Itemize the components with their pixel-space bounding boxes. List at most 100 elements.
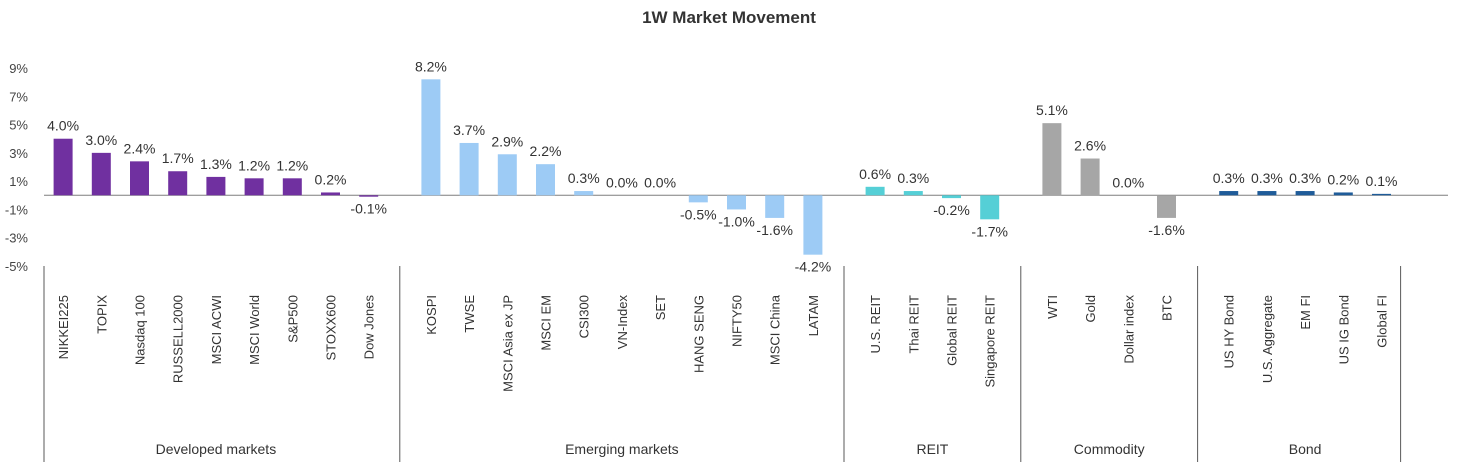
data-label: 1.2% bbox=[276, 157, 308, 173]
group-label: Emerging markets bbox=[565, 441, 679, 457]
category-label: S&P500 bbox=[285, 295, 300, 343]
bar bbox=[321, 192, 340, 196]
category-label: HANG SENG bbox=[691, 295, 706, 373]
data-label: 1.7% bbox=[162, 150, 194, 166]
data-label: -0.1% bbox=[350, 201, 387, 217]
bar bbox=[980, 195, 1000, 220]
category-label: EM FI bbox=[1298, 295, 1313, 330]
data-label: 3.0% bbox=[85, 132, 117, 148]
bar bbox=[574, 191, 594, 196]
bar bbox=[53, 138, 73, 196]
data-label: 0.3% bbox=[1251, 170, 1283, 186]
bar bbox=[130, 161, 149, 196]
data-label: 0.0% bbox=[1112, 174, 1144, 190]
category-label: CSI300 bbox=[577, 295, 592, 338]
category-label: LATAM bbox=[806, 295, 821, 336]
y-tick-label: 1% bbox=[9, 174, 28, 189]
bar bbox=[244, 178, 264, 196]
bar bbox=[497, 154, 517, 196]
data-label: 0.3% bbox=[1213, 170, 1245, 186]
bar bbox=[765, 195, 785, 218]
data-label: -1.0% bbox=[718, 213, 755, 229]
category-label: TOPIX bbox=[94, 295, 109, 334]
data-label: -1.6% bbox=[1148, 222, 1185, 238]
y-tick-label: -5% bbox=[5, 259, 29, 274]
bar bbox=[1042, 123, 1062, 196]
data-label: 0.3% bbox=[897, 170, 929, 186]
data-label: -4.2% bbox=[795, 259, 832, 275]
bar bbox=[206, 176, 226, 196]
category-label: Thai REIT bbox=[906, 295, 921, 354]
bar bbox=[727, 195, 746, 210]
group-label: Bond bbox=[1289, 441, 1322, 457]
category-label: Gold bbox=[1083, 295, 1098, 322]
data-label: 3.7% bbox=[453, 122, 485, 138]
bar bbox=[359, 195, 379, 197]
bar bbox=[803, 195, 823, 255]
data-label: 2.2% bbox=[530, 143, 562, 159]
data-label: 1.3% bbox=[200, 156, 232, 172]
category-label: RUSSELL2000 bbox=[171, 295, 186, 383]
data-label: 0.2% bbox=[1327, 171, 1359, 187]
category-label: WTI bbox=[1045, 295, 1060, 319]
category-label: MSCI China bbox=[768, 294, 783, 365]
bar bbox=[865, 186, 885, 196]
category-label: KOSPI bbox=[424, 295, 439, 335]
bar bbox=[536, 164, 555, 196]
category-label: Singapore REIT bbox=[983, 295, 998, 388]
category-label: Global FI bbox=[1375, 295, 1390, 348]
data-label: 4.0% bbox=[47, 118, 79, 134]
y-tick-label: 9% bbox=[9, 61, 28, 76]
bar bbox=[1333, 192, 1353, 196]
category-label: MSCI ACWI bbox=[209, 295, 224, 364]
y-tick-label: 7% bbox=[9, 89, 28, 104]
bar bbox=[688, 195, 708, 203]
category-label: Global REIT bbox=[945, 295, 960, 366]
bar bbox=[1372, 193, 1391, 196]
data-label: 0.3% bbox=[568, 170, 600, 186]
category-label: MSCI Asia ex JP bbox=[500, 295, 515, 392]
bar bbox=[459, 142, 479, 196]
bar bbox=[1295, 191, 1315, 196]
y-tick-label: -1% bbox=[5, 202, 29, 217]
data-label: 0.0% bbox=[606, 174, 638, 190]
bar bbox=[1080, 158, 1100, 196]
bar bbox=[91, 152, 111, 196]
category-label: MSCI EM bbox=[539, 295, 554, 351]
category-label: STOXX600 bbox=[324, 295, 339, 361]
y-tick-label: 5% bbox=[9, 118, 28, 133]
data-label: -1.7% bbox=[971, 223, 1008, 239]
category-label: BTC bbox=[1160, 295, 1175, 321]
data-label: 0.2% bbox=[315, 171, 347, 187]
data-label: -1.6% bbox=[756, 222, 793, 238]
category-label: Dow Jones bbox=[362, 295, 377, 360]
data-label: 0.0% bbox=[644, 174, 676, 190]
y-tick-label: -3% bbox=[5, 231, 29, 246]
category-label: Dollar index bbox=[1121, 295, 1136, 364]
bar bbox=[168, 171, 188, 196]
data-label: 1.2% bbox=[238, 157, 270, 173]
bar bbox=[942, 195, 961, 199]
group-label: Developed markets bbox=[156, 441, 277, 457]
group-label: REIT bbox=[916, 441, 948, 457]
category-label: NIKKEI225 bbox=[56, 295, 71, 359]
data-label: 2.4% bbox=[124, 140, 156, 156]
data-label: 8.2% bbox=[415, 58, 447, 74]
category-label: U.S. Aggregate bbox=[1260, 295, 1275, 383]
data-label: 2.6% bbox=[1074, 138, 1106, 154]
category-label: TWSE bbox=[462, 295, 477, 333]
group-label: Commodity bbox=[1074, 441, 1145, 457]
bar bbox=[421, 79, 441, 196]
data-label: 0.6% bbox=[859, 166, 891, 182]
bar bbox=[1157, 195, 1176, 218]
bar bbox=[1257, 191, 1277, 196]
data-label: -0.5% bbox=[680, 206, 717, 222]
category-label: SET bbox=[653, 295, 668, 320]
bar bbox=[903, 191, 923, 196]
category-label: NIFTY50 bbox=[730, 295, 745, 347]
data-label: 2.9% bbox=[491, 133, 523, 149]
category-label: MSCI World bbox=[247, 295, 262, 365]
chart-title: 1W Market Movement bbox=[642, 8, 816, 27]
